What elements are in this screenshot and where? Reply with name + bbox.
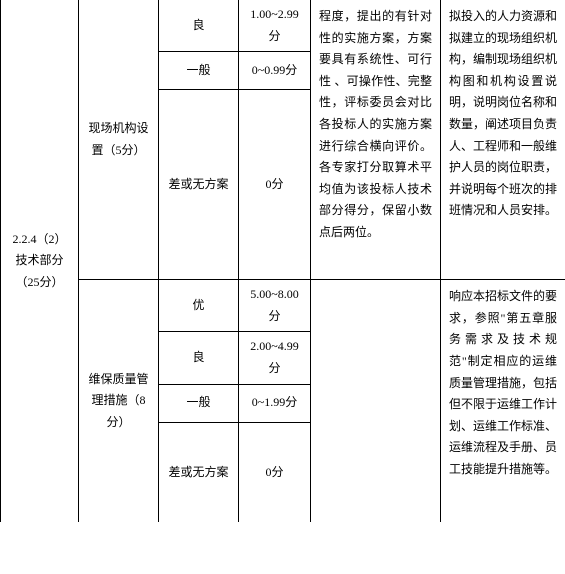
score-label: 0~0.99分 [252,63,298,77]
grade-label: 一般 [186,395,210,409]
grade-cell: 差或无方案 [159,90,239,280]
grade-cell: 优 [159,280,239,332]
item1-label: 现场机构设置（5分） [88,121,148,157]
desc2-item1-text: 拟投入的人力资源和拟建立的现场组织机构，编制现场组织机构图和机构设置说明，说明岗… [449,9,557,217]
score-cell: 0分 [239,90,311,280]
grade-label: 良 [192,350,204,364]
item1-cell: 现场机构设置（5分） [79,0,159,280]
grade-label: 一般 [186,63,210,77]
item2-cell: 维保质量管理措施（8分） [79,280,159,522]
item2-label: 维保质量管理措施（8分） [88,372,148,429]
grade-cell: 良 [159,332,239,384]
score-label: 0分 [265,177,283,191]
grade-cell: 良 [159,0,239,52]
section-cell: 2.2.4（2）技术部分（25分） [1,0,79,522]
grade-label: 良 [192,18,204,32]
desc1-text: 程度，提出的有针对性的实施方案，方案要具有系统性、可行性 、可操作性、完整性，评… [319,9,432,239]
score-label: 0~1.99分 [252,395,298,409]
score-cell: 1.00~2.99分 [239,0,311,52]
score-label: 1.00~2.99分 [250,7,299,43]
desc1-empty-cell [311,280,441,522]
grade-label: 优 [192,298,204,312]
score-cell: 0~0.99分 [239,52,311,90]
grade-cell: 差或无方案 [159,422,239,522]
score-label: 0分 [265,465,283,479]
desc1-cell: 程度，提出的有针对性的实施方案，方案要具有系统性、可行性 、可操作性、完整性，评… [311,0,441,280]
score-label: 5.00~8.00分 [250,287,299,323]
desc2-item1-cell: 拟投入的人力资源和拟建立的现场组织机构，编制现场组织机构图和机构设置说明，说明岗… [441,0,565,280]
desc2-item2-cell: 响应本招标文件的要求，参照"第五章服务需求及技术规范"制定相应的运维质量管理措施… [441,280,565,522]
score-cell: 5.00~8.00分 [239,280,311,332]
grade-cell: 一般 [159,384,239,422]
score-cell: 0~1.99分 [239,384,311,422]
score-cell: 0分 [239,422,311,522]
score-cell: 2.00~4.99分 [239,332,311,384]
page-container: 2.2.4（2）技术部分（25分） 现场机构设置（5分） 良 1.00~2.99… [0,0,565,574]
scoring-table: 2.2.4（2）技术部分（25分） 现场机构设置（5分） 良 1.00~2.99… [0,0,565,522]
section-label: 2.2.4（2）技术部分（25分） [12,232,66,289]
grade-cell: 一般 [159,52,239,90]
score-label: 2.00~4.99分 [250,339,299,375]
desc2-item2-text: 响应本招标文件的要求，参照"第五章服务需求及技术规范"制定相应的运维质量管理措施… [449,289,557,476]
grade-label: 差或无方案 [168,465,228,479]
grade-label: 差或无方案 [168,177,228,191]
